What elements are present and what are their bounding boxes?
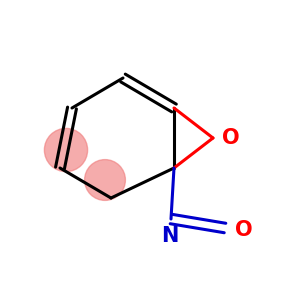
- Text: O: O: [222, 128, 240, 148]
- Circle shape: [85, 160, 125, 200]
- Text: O: O: [236, 220, 253, 240]
- Circle shape: [44, 128, 88, 172]
- Text: N: N: [161, 226, 178, 247]
